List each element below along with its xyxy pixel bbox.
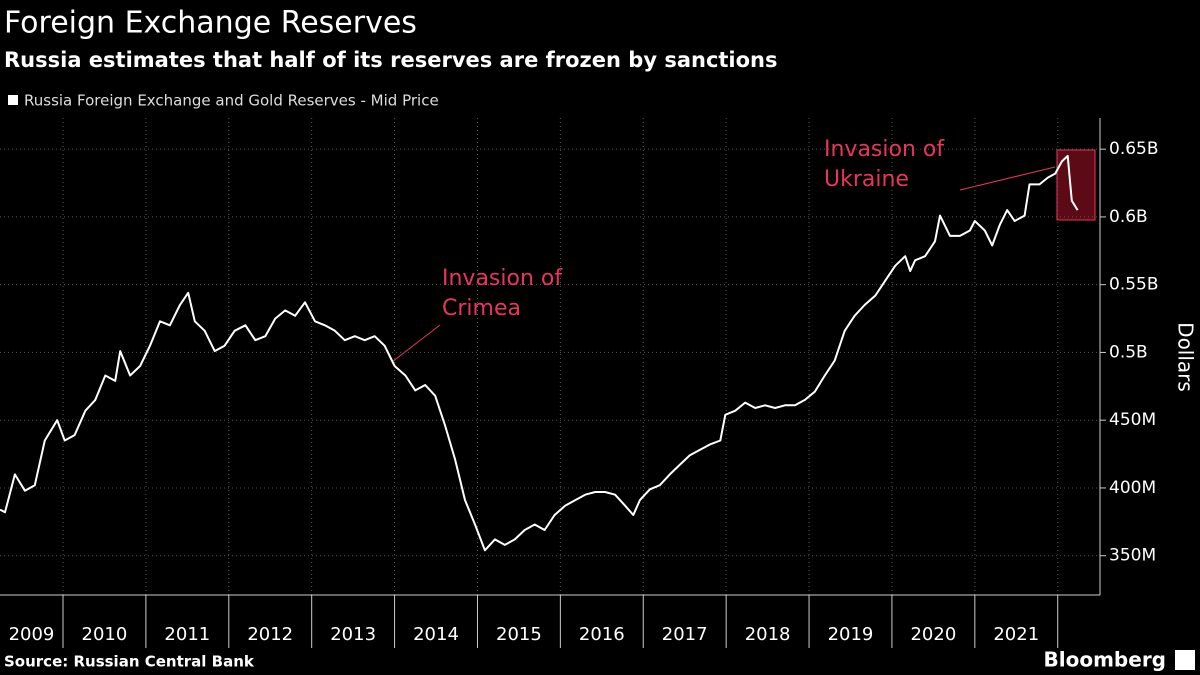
annotation: Crimea xyxy=(442,296,521,321)
annotation-line xyxy=(391,324,441,363)
annotation: Ukraine xyxy=(824,167,909,192)
brand-icon xyxy=(1175,650,1195,670)
x-tick-label: 2011 xyxy=(164,624,210,645)
y-axis-label: Dollars xyxy=(1174,322,1198,392)
x-tick-label: 2012 xyxy=(247,624,293,645)
y-tick-label: 0.55B xyxy=(1109,275,1159,295)
y-tick-label: 0.5B xyxy=(1109,342,1148,362)
y-tick-label: 350M xyxy=(1109,546,1156,566)
chart-title: Foreign Exchange Reserves xyxy=(4,6,417,41)
x-tick-label: 2009 xyxy=(9,624,55,645)
y-tick-label: 450M xyxy=(1109,410,1156,430)
brand: Bloomberg xyxy=(1044,648,1166,672)
x-tick-label: 2010 xyxy=(82,624,128,645)
y-tick-label: 400M xyxy=(1109,478,1156,498)
x-tick-label: 2021 xyxy=(993,624,1039,645)
annotation: Invasion of xyxy=(442,266,563,291)
annotation-line xyxy=(959,166,1056,191)
x-tick-label: 2020 xyxy=(910,624,956,645)
source: Source: Russian Central Bank xyxy=(4,653,255,671)
chart-subtitle: Russia estimates that half of its reserv… xyxy=(4,48,778,72)
line xyxy=(0,154,1079,552)
annotation: Invasion of xyxy=(824,137,945,162)
x-tick-label: 2017 xyxy=(662,624,708,645)
x-tick-label: 2013 xyxy=(330,624,376,645)
x-tick-label: 2015 xyxy=(496,624,542,645)
x-tick-label: 2018 xyxy=(745,624,791,645)
legend-swatch xyxy=(8,95,18,105)
y-tick-label: 0.6B xyxy=(1109,207,1148,227)
x-tick-label: 2016 xyxy=(579,624,625,645)
legend-label: Russia Foreign Exchange and Gold Reserve… xyxy=(24,92,439,110)
x-tick-label: 2019 xyxy=(828,624,874,645)
x-tick-label: 2014 xyxy=(413,624,459,645)
y-tick-label: 0.65B xyxy=(1109,139,1159,159)
